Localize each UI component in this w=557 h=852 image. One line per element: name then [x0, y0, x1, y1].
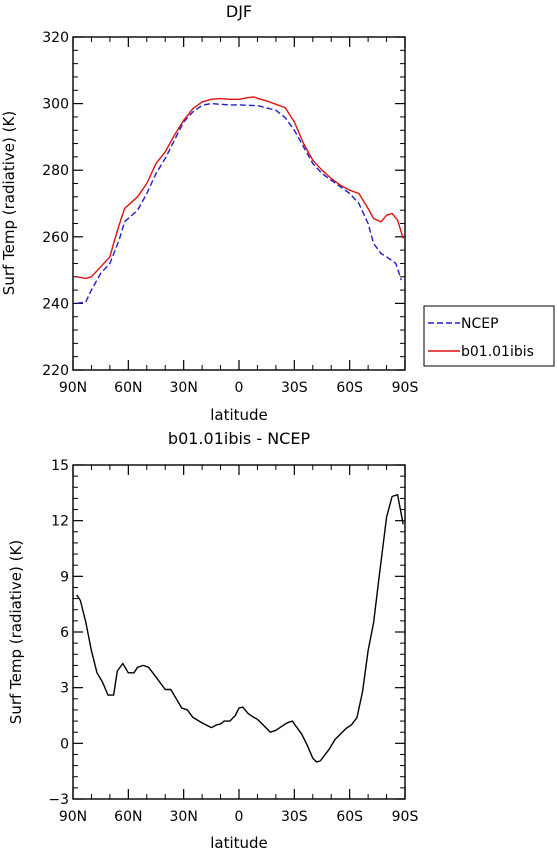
x-tick-label: 60S: [336, 809, 363, 825]
chart-panel-1: 90N 60N 30N 0 30S 60S 90S 220 240 260 280 300 320 DJF…: [0, 2, 555, 424]
y-tick-label: 220: [42, 363, 69, 379]
y-tick-label: 240: [42, 296, 69, 312]
series-line-difference: [76, 494, 404, 763]
y-tick-label: 260: [42, 230, 69, 246]
plot-frame: [72, 36, 406, 371]
y-tick-label: −3: [48, 792, 69, 808]
y-axis-title: Surf Temp (radiative) (K): [0, 111, 18, 295]
y-tick-label: 12: [51, 514, 69, 530]
x-tick-label: 30S: [281, 809, 308, 825]
series-line-ncep: [76, 102, 402, 305]
y-tick-label: 300: [42, 97, 69, 113]
x-axis-title: latitude: [210, 834, 268, 852]
y-tick-label: 320: [42, 30, 69, 46]
series-line-b01-01ibis: [76, 96, 404, 280]
y-tick-label: 6: [60, 625, 69, 641]
x-tick-label: 30N: [170, 809, 198, 825]
chart-panel-2: 90N 60N 30N 0 30S 60S 90S −3 0 3 6 9 12 15 b01.01ibis …: [7, 429, 418, 852]
y-axis-title: Surf Temp (radiative) (K): [7, 540, 25, 724]
x-tick-label: 90S: [392, 809, 419, 825]
x-tick-label: 30S: [281, 380, 308, 396]
x-tick-label: 90N: [59, 809, 87, 825]
x-tick-label: 60N: [114, 809, 142, 825]
legend-label: b01.01ibis: [461, 344, 534, 360]
legend-box: [423, 305, 555, 367]
legend-label: NCEP: [461, 316, 499, 332]
x-tick-label: 90S: [392, 380, 419, 396]
x-tick-label: 60N: [114, 380, 142, 396]
chart-title: DJF: [226, 2, 252, 21]
x-tick-label: 0: [235, 809, 244, 825]
legend: NCEP b01.01ibis: [423, 305, 555, 367]
x-tick-label: 30N: [170, 380, 198, 396]
x-tick-label: 90N: [59, 380, 87, 396]
y-tick-label: 9: [60, 569, 69, 585]
chart-title: b01.01ibis - NCEP: [168, 429, 311, 448]
y-tick-label: 280: [42, 163, 69, 179]
y-tick-label: 3: [60, 681, 69, 697]
x-tick-label: 0: [235, 380, 244, 396]
x-axis-title: latitude: [210, 406, 268, 424]
y-tick-label: 15: [51, 458, 69, 474]
y-tick-label: 0: [60, 736, 69, 752]
plot-frame: [72, 464, 406, 800]
x-tick-label: 60S: [336, 380, 363, 396]
